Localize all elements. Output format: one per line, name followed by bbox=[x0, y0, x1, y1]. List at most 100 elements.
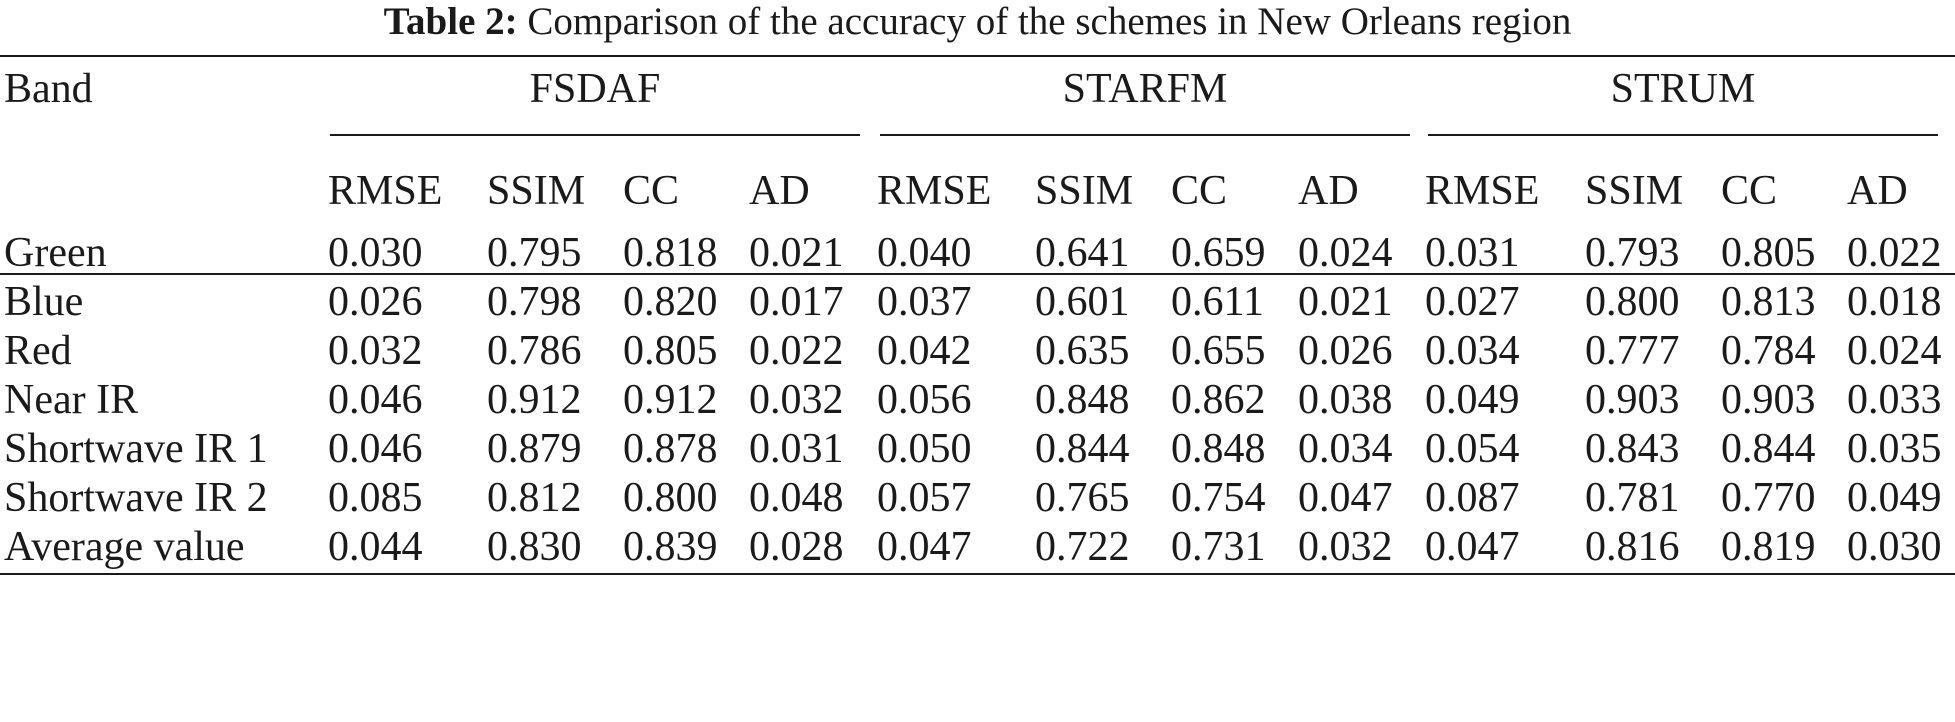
band-column-header: Band bbox=[4, 66, 93, 112]
table-cell: 0.021 bbox=[1298, 279, 1393, 325]
table-cell: 0.028 bbox=[749, 524, 844, 570]
table-cell: 0.635 bbox=[1035, 328, 1130, 374]
row-label: Near IR bbox=[4, 377, 139, 423]
metric-header-rmse: RMSE bbox=[328, 168, 443, 214]
table-cell: 0.038 bbox=[1298, 377, 1393, 423]
table-cell: 0.047 bbox=[877, 524, 972, 570]
table-cell: 0.912 bbox=[623, 377, 718, 423]
metric-header-cc: CC bbox=[1721, 168, 1778, 214]
table-cell: 0.022 bbox=[749, 328, 844, 374]
table-cell: 0.049 bbox=[1425, 377, 1520, 423]
table-cell: 0.034 bbox=[1298, 426, 1393, 472]
table-cell: 0.032 bbox=[328, 328, 423, 374]
table-cell: 0.722 bbox=[1035, 524, 1130, 570]
table-cell: 0.754 bbox=[1171, 475, 1266, 521]
table-cell: 0.024 bbox=[1298, 230, 1393, 276]
table-cell: 0.784 bbox=[1721, 328, 1816, 374]
table-cell: 0.805 bbox=[1721, 230, 1816, 276]
table-cell: 0.820 bbox=[623, 279, 718, 325]
top-rule bbox=[0, 55, 1955, 57]
table-cell: 0.765 bbox=[1035, 475, 1130, 521]
table-cell: 0.812 bbox=[487, 475, 582, 521]
table-cell: 0.022 bbox=[1847, 230, 1942, 276]
table-cell: 0.048 bbox=[749, 475, 844, 521]
table-cell: 0.816 bbox=[1585, 524, 1680, 570]
table-caption: Table 2: Comparison of the accuracy of t… bbox=[0, 0, 1955, 48]
table-cell: 0.044 bbox=[328, 524, 423, 570]
table-cell: 0.034 bbox=[1425, 328, 1520, 374]
table-cell: 0.813 bbox=[1721, 279, 1816, 325]
caption-label: Table 2: bbox=[383, 0, 518, 43]
table-cell: 0.848 bbox=[1171, 426, 1266, 472]
table-cell: 0.057 bbox=[877, 475, 972, 521]
metric-header-ad: AD bbox=[1847, 168, 1908, 214]
table-cell: 0.903 bbox=[1721, 377, 1816, 423]
table-cell: 0.032 bbox=[749, 377, 844, 423]
table-cell: 0.024 bbox=[1847, 328, 1942, 374]
metric-header-ssim: SSIM bbox=[1035, 168, 1134, 214]
group-header-strum: STRUM bbox=[1610, 66, 1756, 112]
metric-header-ssim: SSIM bbox=[1585, 168, 1684, 214]
table-cell: 0.844 bbox=[1035, 426, 1130, 472]
table-cell: 0.033 bbox=[1847, 377, 1942, 423]
table-cell: 0.040 bbox=[877, 230, 972, 276]
table-cell: 0.795 bbox=[487, 230, 582, 276]
table-cell: 0.030 bbox=[328, 230, 423, 276]
group-underline-starfm bbox=[880, 134, 1410, 136]
table-cell: 0.087 bbox=[1425, 475, 1520, 521]
table-cell: 0.878 bbox=[623, 426, 718, 472]
group-header-fsdaf: FSDAF bbox=[529, 66, 661, 112]
table-cell: 0.903 bbox=[1585, 377, 1680, 423]
table-cell: 0.879 bbox=[487, 426, 582, 472]
table-cell: 0.032 bbox=[1298, 524, 1393, 570]
table-cell: 0.017 bbox=[749, 279, 844, 325]
table-cell: 0.659 bbox=[1171, 230, 1266, 276]
row-label: Shortwave IR 1 bbox=[4, 426, 268, 472]
table-cell: 0.818 bbox=[623, 230, 718, 276]
group-underline-fsdaf bbox=[330, 134, 860, 136]
table-cell: 0.047 bbox=[1298, 475, 1393, 521]
metric-header-ad: AD bbox=[749, 168, 810, 214]
table-cell: 0.912 bbox=[487, 377, 582, 423]
metric-header-cc: CC bbox=[623, 168, 680, 214]
table-cell: 0.054 bbox=[1425, 426, 1520, 472]
table-cell: 0.037 bbox=[877, 279, 972, 325]
table-cell: 0.085 bbox=[328, 475, 423, 521]
row-label: Blue bbox=[4, 279, 84, 325]
caption-text: Comparison of the accuracy of the scheme… bbox=[527, 0, 1572, 43]
header-bottom-rule bbox=[0, 273, 1955, 275]
table-cell: 0.781 bbox=[1585, 475, 1680, 521]
row-label: Red bbox=[4, 328, 72, 374]
group-header-starfm: STARFM bbox=[1062, 66, 1228, 112]
table-cell: 0.601 bbox=[1035, 279, 1130, 325]
metric-header-rmse: RMSE bbox=[1425, 168, 1540, 214]
table-cell: 0.793 bbox=[1585, 230, 1680, 276]
table-cell: 0.026 bbox=[328, 279, 423, 325]
table-cell: 0.030 bbox=[1847, 524, 1942, 570]
table-cell: 0.046 bbox=[328, 377, 423, 423]
table-cell: 0.848 bbox=[1035, 377, 1130, 423]
row-label: Average value bbox=[4, 524, 245, 570]
table-cell: 0.056 bbox=[877, 377, 972, 423]
table-cell: 0.843 bbox=[1585, 426, 1680, 472]
row-label: Shortwave IR 2 bbox=[4, 475, 268, 521]
table-cell: 0.839 bbox=[623, 524, 718, 570]
table-cell: 0.049 bbox=[1847, 475, 1942, 521]
table-cell: 0.786 bbox=[487, 328, 582, 374]
table-cell: 0.046 bbox=[328, 426, 423, 472]
table-cell: 0.641 bbox=[1035, 230, 1130, 276]
table-cell: 0.027 bbox=[1425, 279, 1520, 325]
row-label: Green bbox=[4, 230, 107, 276]
table-cell: 0.805 bbox=[623, 328, 718, 374]
table-cell: 0.018 bbox=[1847, 279, 1942, 325]
table-cell: 0.026 bbox=[1298, 328, 1393, 374]
table-cell: 0.021 bbox=[749, 230, 844, 276]
table-cell: 0.050 bbox=[877, 426, 972, 472]
table-cell: 0.844 bbox=[1721, 426, 1816, 472]
table-cell: 0.800 bbox=[623, 475, 718, 521]
table-cell: 0.800 bbox=[1585, 279, 1680, 325]
metric-header-ssim: SSIM bbox=[487, 168, 586, 214]
bottom-rule bbox=[0, 573, 1955, 575]
table-cell: 0.830 bbox=[487, 524, 582, 570]
table-cell: 0.042 bbox=[877, 328, 972, 374]
